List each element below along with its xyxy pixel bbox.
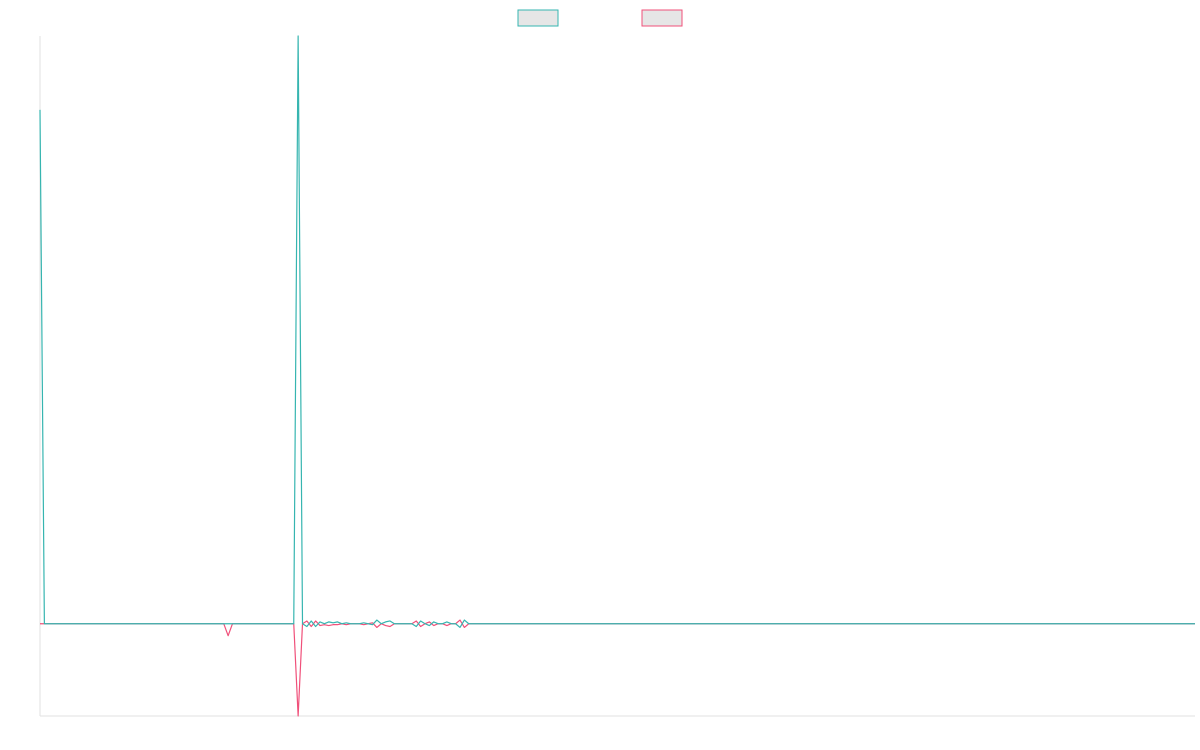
series-lines xyxy=(39,35,1195,717)
legend[interactable] xyxy=(517,9,683,27)
axes xyxy=(39,36,1195,717)
legend-swatch-series-2[interactable] xyxy=(641,9,683,27)
series-line-1 xyxy=(39,35,1195,629)
legend-swatch-series-1[interactable] xyxy=(517,9,559,27)
series-line-2 xyxy=(40,619,1195,717)
